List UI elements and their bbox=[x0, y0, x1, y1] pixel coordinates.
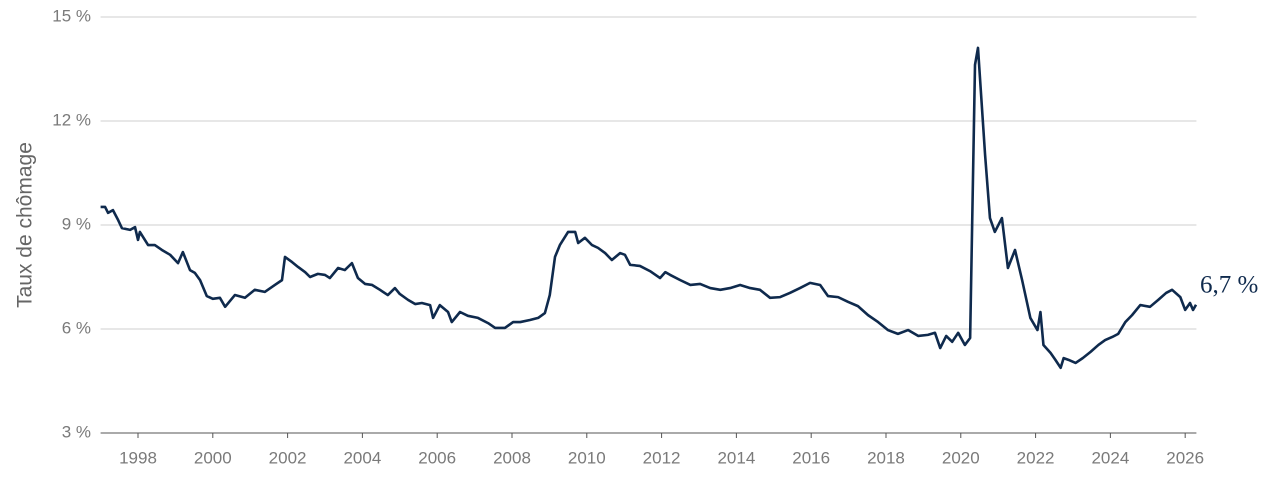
x-tick-label: 2002 bbox=[269, 448, 307, 467]
x-tick-label: 2008 bbox=[493, 448, 531, 467]
x-tick-label: 2012 bbox=[643, 448, 681, 467]
y-tick-label: 12 % bbox=[52, 110, 91, 129]
y-tick-label: 15 % bbox=[52, 6, 91, 25]
x-tick-label: 2018 bbox=[867, 448, 905, 467]
x-tick-label: 2004 bbox=[343, 448, 381, 467]
y-tick-label: 9 % bbox=[62, 214, 91, 233]
x-tick-label: 2006 bbox=[418, 448, 456, 467]
x-tick-label: 2014 bbox=[717, 448, 755, 467]
y-axis-label: Taux de chômage bbox=[14, 142, 37, 308]
data-line bbox=[100, 46, 1198, 370]
x-tick-label: 2024 bbox=[1091, 448, 1129, 467]
x-tick-label: 2010 bbox=[568, 448, 606, 467]
x-tick-label: 2020 bbox=[942, 448, 980, 467]
x-tick-label: 2000 bbox=[194, 448, 232, 467]
x-tick-label: 1998 bbox=[119, 448, 157, 467]
y-tick-label: 3 % bbox=[62, 422, 91, 441]
x-tick-label: 2026 bbox=[1166, 448, 1204, 467]
annotation: 6,7 % bbox=[1200, 272, 1258, 299]
y-tick-label: 6 % bbox=[62, 318, 91, 337]
x-tick-label: 2016 bbox=[792, 448, 830, 467]
x-tick-label: 2022 bbox=[1017, 448, 1055, 467]
